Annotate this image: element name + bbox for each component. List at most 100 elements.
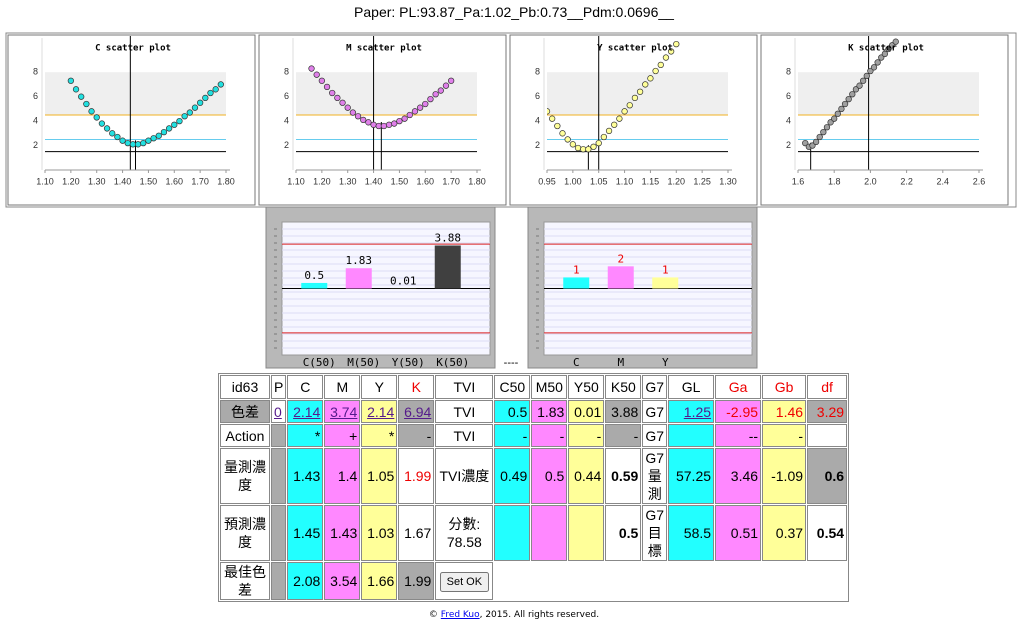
point <box>145 137 152 144</box>
cell-text: 3.29 <box>816 403 845 420</box>
cell-text: 1.83 <box>537 403 565 420</box>
point <box>888 42 896 49</box>
results-table: id63 P C M Y K TVI C50 M50 Y50 K50 G7 GL Ga Gb df 色差 0 2.1… <box>218 373 850 602</box>
point <box>447 77 455 84</box>
point <box>72 86 80 93</box>
band <box>547 72 728 115</box>
point <box>103 125 111 132</box>
cell-text: K50 <box>610 379 636 395</box>
cell-link[interactable]: 2.14 <box>293 403 321 420</box>
point <box>892 38 899 45</box>
cell-link[interactable]: 0 <box>274 403 282 420</box>
table-cell: -1.09 <box>762 448 807 504</box>
cell-text: P <box>274 379 284 395</box>
point <box>406 111 413 119</box>
cell-text: id63 <box>231 379 259 395</box>
category-label: Y <box>662 356 669 369</box>
chart-title: M scatter plot <box>346 44 422 54</box>
point <box>442 82 450 89</box>
cell-link[interactable]: 6.94 <box>404 403 432 420</box>
table-cell <box>568 505 605 561</box>
table-cell: TVI <box>435 375 494 399</box>
cell-link[interactable]: 2.14 <box>367 403 395 420</box>
table-cell: 3.74 <box>324 400 361 423</box>
point <box>186 109 193 116</box>
bar <box>301 282 328 289</box>
table-cell: 0.51 <box>715 505 762 561</box>
cell-link[interactable]: 1.25 <box>683 403 712 420</box>
table-cell: df <box>807 375 848 399</box>
table-cell: P <box>271 375 287 399</box>
cell-text: - <box>559 427 565 444</box>
table-cell: K <box>398 375 435 399</box>
category-label: M(50) <box>347 356 380 369</box>
x-tick-label: 1.8 <box>828 176 841 186</box>
cell-link[interactable]: 3.74 <box>330 403 358 420</box>
point <box>605 127 613 135</box>
y-tick-label: 6 <box>284 91 289 101</box>
set-ok-button[interactable]: Set OK <box>439 571 490 592</box>
x-tick-label: 1.60 <box>417 176 435 186</box>
cell-text: 2.08 <box>293 573 321 589</box>
x-tick-label: 2.2 <box>900 176 913 186</box>
table-cell: 2.08 <box>287 562 324 600</box>
cell-text: 1.46 <box>775 403 804 420</box>
table-cell: 1.03 <box>361 505 398 561</box>
y-tick-label: 2 <box>535 140 540 150</box>
point <box>318 77 326 84</box>
table-row: 最佳色差 2.08 3.54 1.66 1.99 Set OK <box>220 562 847 600</box>
table-cell <box>271 424 287 447</box>
point <box>323 83 331 91</box>
cell-text: - <box>798 427 804 444</box>
page-title: Paper: PL:93.87_Pa:1.02_Pb:0.73__Pdm:0.0… <box>354 4 674 20</box>
point <box>863 72 870 80</box>
point <box>667 48 675 55</box>
x-tick-label: 1.6 <box>792 176 805 186</box>
point <box>422 100 429 108</box>
table-cell: -2.95 <box>715 400 762 423</box>
cell-text: TVI <box>453 427 476 444</box>
x-tick-label: 1.00 <box>564 176 582 186</box>
point <box>98 120 106 127</box>
table-cell: 2.14 <box>287 400 324 423</box>
point <box>78 93 85 100</box>
y-tick-label: 6 <box>535 91 540 101</box>
table-cell: G7 <box>642 375 668 399</box>
bar <box>345 268 372 289</box>
table-cell: * <box>361 424 398 447</box>
point <box>841 100 849 108</box>
author-link[interactable]: Fred Kuo <box>440 610 480 620</box>
table-cell: 0.49 <box>494 448 531 504</box>
cell-text: 3.88 <box>611 403 639 420</box>
cell-text: Ga <box>728 379 748 395</box>
cell-text: -1.09 <box>771 468 804 484</box>
point <box>820 128 827 136</box>
table-row: 色差 0 2.14 3.74 2.14 6.94 TVI 0.5 1.83 0.01 3.88 G7 1… <box>220 400 848 423</box>
cell-text: Gb <box>774 379 794 395</box>
table-cell: 分數: 78.58 <box>435 505 494 561</box>
category-label: C(50) <box>303 356 336 369</box>
table-cell: - <box>762 424 807 447</box>
y-tick-label: 8 <box>535 67 540 77</box>
scatter-panel <box>258 34 507 206</box>
point <box>642 81 649 88</box>
point <box>590 143 597 150</box>
point <box>217 81 224 88</box>
bar-value-label: 1.83 <box>346 254 373 267</box>
point <box>396 117 403 125</box>
x-tick-label: 1.30 <box>88 176 106 186</box>
bar-value-label: 2 <box>617 252 624 265</box>
point <box>673 40 680 48</box>
table-cell <box>271 448 287 504</box>
table-cell: 1.43 <box>324 505 361 561</box>
x-tick-label: 1.60 <box>166 176 184 186</box>
cell-text: 0.5 <box>544 468 565 484</box>
point <box>354 113 362 120</box>
cell-text: 0.5 <box>507 403 528 420</box>
y-tick-label: 8 <box>284 67 289 77</box>
table-row: Action * + * - TVI - - - - G7 -- - <box>220 424 848 447</box>
table-row: id63 P C M Y K TVI C50 M50 Y50 K50 G7 GL Ga Gb df <box>220 375 848 399</box>
x-tick-label: 1.05 <box>590 176 608 186</box>
cell-text: 1.67 <box>404 525 432 541</box>
point <box>870 64 878 71</box>
